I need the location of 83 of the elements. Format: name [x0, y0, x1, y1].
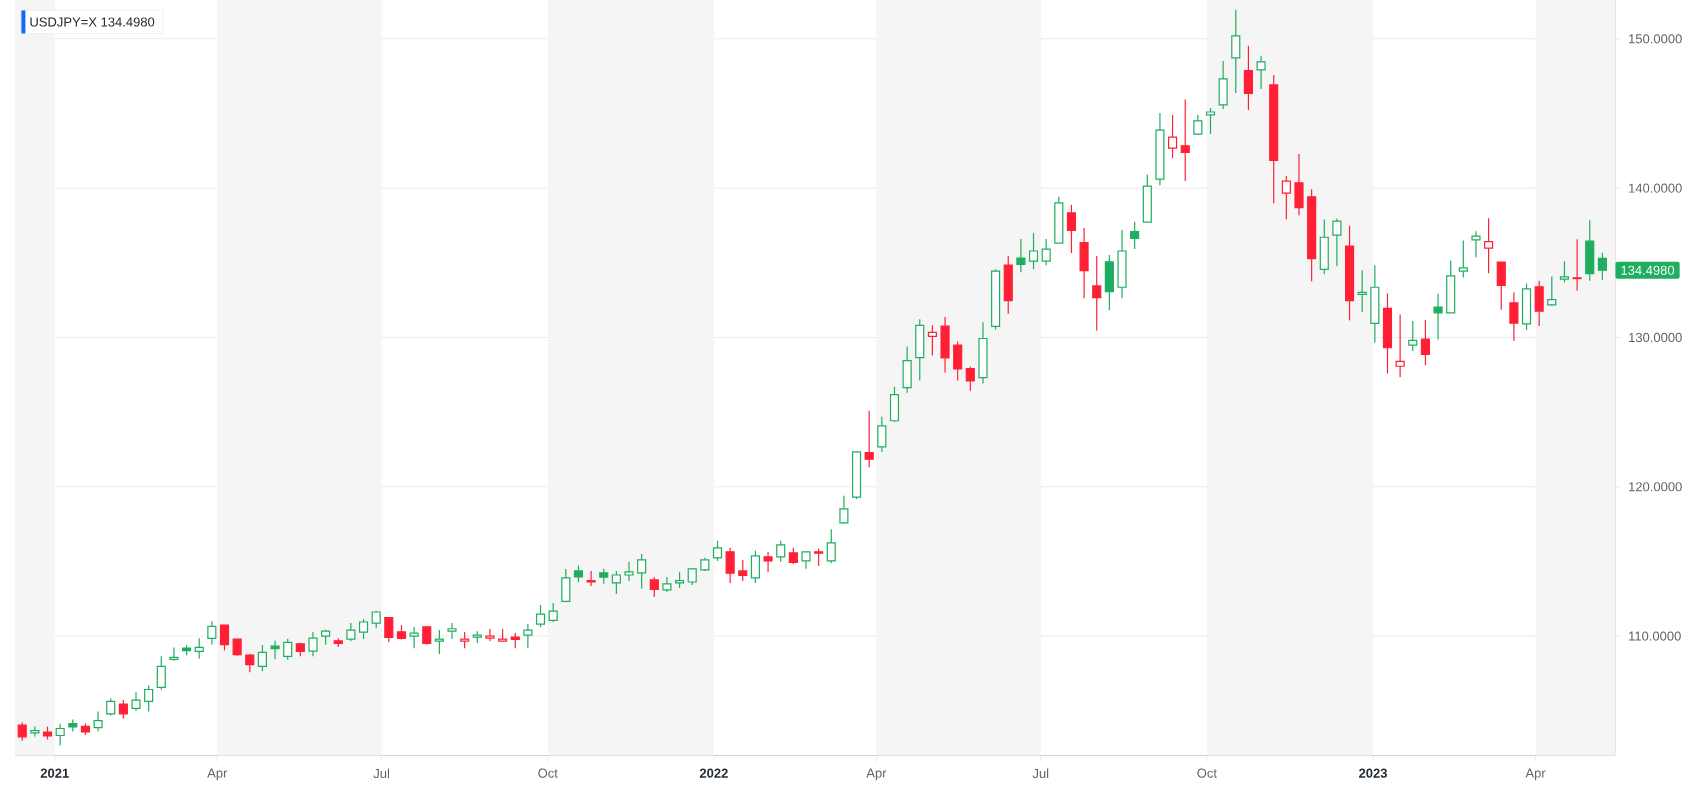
candlestick: [624, 561, 634, 582]
candlestick: [1256, 55, 1266, 90]
candlestick: [434, 629, 444, 655]
candlestick: [586, 570, 596, 587]
candlestick: [118, 699, 128, 720]
candlestick: [1180, 98, 1190, 182]
x-tick-label: Apr: [866, 768, 887, 781]
candlestick: [358, 618, 369, 640]
candlestick: [30, 725, 40, 738]
x-tick-label: 2022: [699, 768, 728, 778]
candlestick: [1496, 261, 1506, 311]
candlestick: [346, 622, 356, 642]
x-tick-label: Oct: [538, 768, 558, 778]
candlestick: [826, 528, 836, 564]
x-tick-label: Oct: [1197, 768, 1217, 778]
candlestick: [1066, 204, 1077, 254]
candlestick: [523, 623, 533, 649]
candlestick: [561, 568, 571, 603]
x-tick-label: Apr: [1525, 768, 1546, 781]
candlestick: [1433, 293, 1443, 341]
candlestick: [927, 324, 937, 357]
candlestick: [1357, 269, 1367, 313]
candlestick: [283, 638, 293, 661]
candlestick: [1231, 9, 1241, 94]
candlestick: [953, 340, 963, 382]
annotation: USDJPY=X 134.4980: [30, 17, 155, 27]
candlestick: [1420, 319, 1430, 366]
candlestick: [131, 691, 141, 712]
candlestick: [864, 410, 874, 468]
candlestick: [409, 626, 419, 649]
candlestick: [1016, 238, 1026, 273]
candlestick: [637, 553, 647, 590]
x-tick-label: Jul: [1032, 768, 1049, 779]
candlestick: [485, 628, 495, 642]
candlestick: [257, 644, 267, 672]
candlestick: [1281, 175, 1291, 220]
candlestick: [1458, 239, 1468, 279]
candlestick: [447, 622, 457, 640]
candlestick: [1547, 275, 1557, 307]
candlestick: [611, 570, 621, 595]
candlestick: [1332, 217, 1342, 267]
candlestick: [17, 721, 27, 742]
candlestick: [738, 559, 748, 582]
x-tick-label: Jul: [373, 768, 390, 779]
candlestick: [194, 637, 204, 660]
candlestick: [156, 655, 166, 691]
candlestick: [144, 684, 154, 713]
candlestick: [725, 547, 735, 584]
candlestick: [1509, 291, 1519, 342]
candlestick: [1408, 320, 1418, 352]
candlestick: [1471, 230, 1481, 258]
y-tick-label: 150.0000: [1629, 34, 1682, 44]
candlestick: [535, 604, 546, 628]
text: 134.4980: [1621, 265, 1675, 275]
candlestick: [1130, 221, 1140, 250]
y-tick-label: 120.0000: [1629, 482, 1682, 492]
candlestick: [750, 550, 760, 584]
candlestick: [649, 576, 659, 598]
candlestick: [384, 617, 394, 643]
y-tick-label: 130.0000: [1629, 332, 1682, 343]
candlestick: [1243, 45, 1253, 111]
candlestick: [1092, 255, 1102, 332]
candlestick: [839, 495, 849, 525]
candlestick: [1168, 114, 1178, 159]
y-tick-label: 110.0000: [1629, 631, 1681, 641]
candlestick: [308, 631, 318, 657]
candlestick: [93, 710, 103, 732]
candlestick: [1193, 114, 1203, 136]
candlestick: [776, 540, 786, 563]
candlestick: [763, 551, 773, 573]
x-tick-label: 2023: [1359, 768, 1387, 778]
candlestick: [169, 646, 179, 662]
y-tick-label: 140.0000: [1629, 183, 1682, 193]
candlestick: [1597, 252, 1607, 281]
candlestick: [1484, 217, 1494, 274]
x-tick-label: 2021: [40, 768, 69, 778]
x-tick-label: Apr: [207, 768, 228, 781]
candlestick: [1395, 313, 1405, 378]
candlestick: [965, 365, 975, 392]
candlestick: [1559, 260, 1570, 283]
candlestick: [219, 624, 230, 651]
candlestick: [270, 640, 280, 660]
candlestick: [1572, 238, 1582, 292]
